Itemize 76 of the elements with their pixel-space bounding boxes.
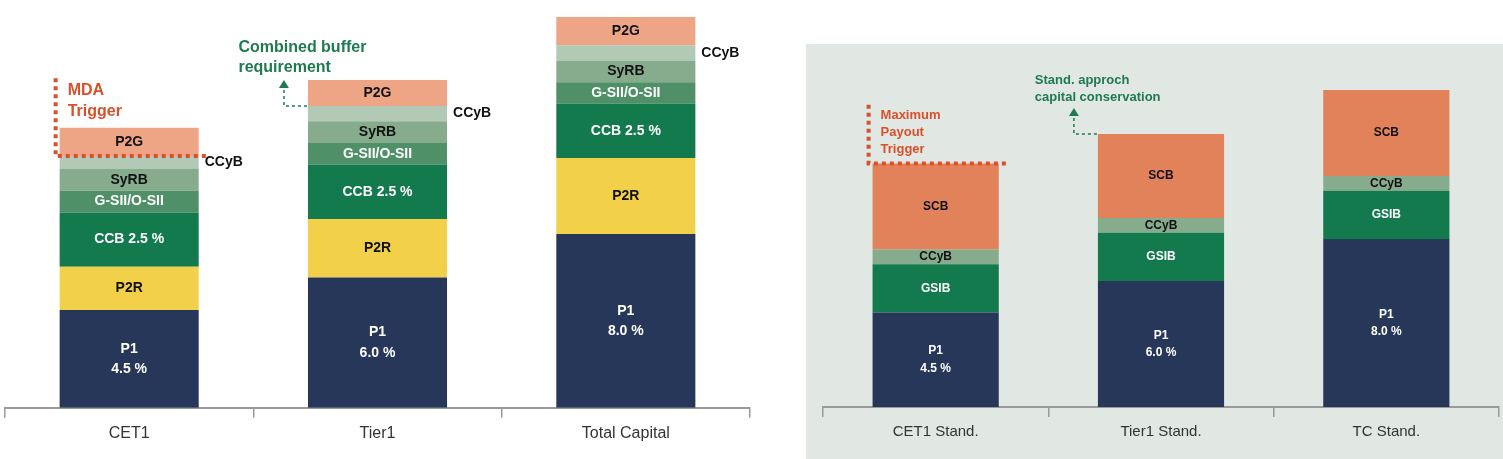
- bar: [307, 218, 448, 278]
- bar: [1323, 190, 1450, 240]
- text: SCB: [1373, 125, 1400, 140]
- bar: [872, 312, 999, 407]
- text: GSIB: [1146, 249, 1176, 264]
- data-label: 8.0 %: [607, 321, 645, 338]
- data-label: 6.0 %: [359, 343, 396, 360]
- text: CCB 2.5 %: [590, 121, 661, 138]
- text: P1: [617, 301, 635, 318]
- series-label: G-SII/O-SII: [94, 192, 164, 209]
- bar: [556, 45, 696, 61]
- text: SyRB: [607, 62, 645, 79]
- text: P1: [1378, 306, 1394, 321]
- bar: [307, 121, 448, 143]
- bar: [59, 155, 199, 169]
- bar: [556, 103, 696, 159]
- text: G-SII/O-SII: [591, 83, 661, 100]
- bar: [59, 266, 199, 311]
- text: CCyB: [1370, 175, 1403, 190]
- bar: [307, 79, 448, 107]
- bar: [59, 212, 199, 267]
- bar: [1323, 90, 1450, 177]
- bar: [872, 264, 999, 313]
- x-tick-label: Total Capital: [581, 423, 670, 441]
- series-label: SCB: [1148, 168, 1174, 183]
- series-label: SyRB: [110, 170, 148, 187]
- annotation: MDA Trigger: [67, 81, 122, 120]
- series-label: P1: [928, 343, 944, 358]
- text: CCyB: [453, 104, 492, 121]
- x-tick-label: CET1: [108, 423, 150, 441]
- text: CCyB: [701, 43, 740, 60]
- x-tick-label: Tier1 Stand.: [1120, 422, 1202, 440]
- text: SCB: [922, 198, 949, 213]
- text: CCyB: [1144, 217, 1178, 232]
- text: SyRB: [358, 122, 397, 139]
- text: P1: [368, 323, 387, 340]
- series-label: GSIB: [920, 280, 951, 295]
- bar: [307, 164, 448, 219]
- text: P2R: [612, 186, 640, 203]
- annotation: Maximum Payout Trigger: [880, 106, 941, 156]
- data-label: 8.0 %: [1370, 324, 1403, 339]
- text: G-SII/O-SII: [342, 144, 413, 161]
- text: GSIB: [1371, 207, 1402, 222]
- bar: [1097, 218, 1225, 233]
- bar: [1323, 239, 1450, 407]
- bar: [59, 310, 199, 408]
- text: P2G: [115, 132, 144, 149]
- series-label: CCB 2.5 %: [342, 182, 414, 199]
- text: P1: [1153, 327, 1169, 342]
- bar: [307, 277, 448, 408]
- text: CCB 2.5 %: [94, 230, 165, 247]
- bar: [556, 17, 696, 46]
- series-label: CCyB: [919, 249, 953, 264]
- x-tick-label: CET1 Stand.: [892, 422, 979, 440]
- bar: [556, 158, 696, 235]
- bar: [556, 60, 696, 83]
- annotation: Stand. approch capital conservation: [1034, 72, 1161, 105]
- series-label: P2R: [115, 279, 143, 296]
- bar: [1097, 134, 1225, 219]
- data-label: 4.5 %: [920, 360, 952, 375]
- bar: [1323, 176, 1450, 191]
- text: P2R: [363, 239, 392, 256]
- bar: [1097, 232, 1225, 282]
- bar: [59, 168, 199, 191]
- data-label: 6.0 %: [1145, 345, 1177, 360]
- text: P2G: [611, 21, 640, 38]
- bar: [307, 106, 448, 122]
- data-label: 4.5 %: [111, 359, 148, 376]
- x-tick-label: TC Stand.: [1352, 422, 1421, 440]
- bar: [1097, 281, 1225, 407]
- bar: [556, 234, 696, 408]
- series-label: P2G: [363, 83, 392, 100]
- series-label: CCyB: [204, 153, 243, 170]
- x-tick-label: Tier1: [359, 423, 396, 441]
- series-label: P1: [120, 339, 138, 356]
- annotation: Combined buffer requirement: [238, 37, 367, 76]
